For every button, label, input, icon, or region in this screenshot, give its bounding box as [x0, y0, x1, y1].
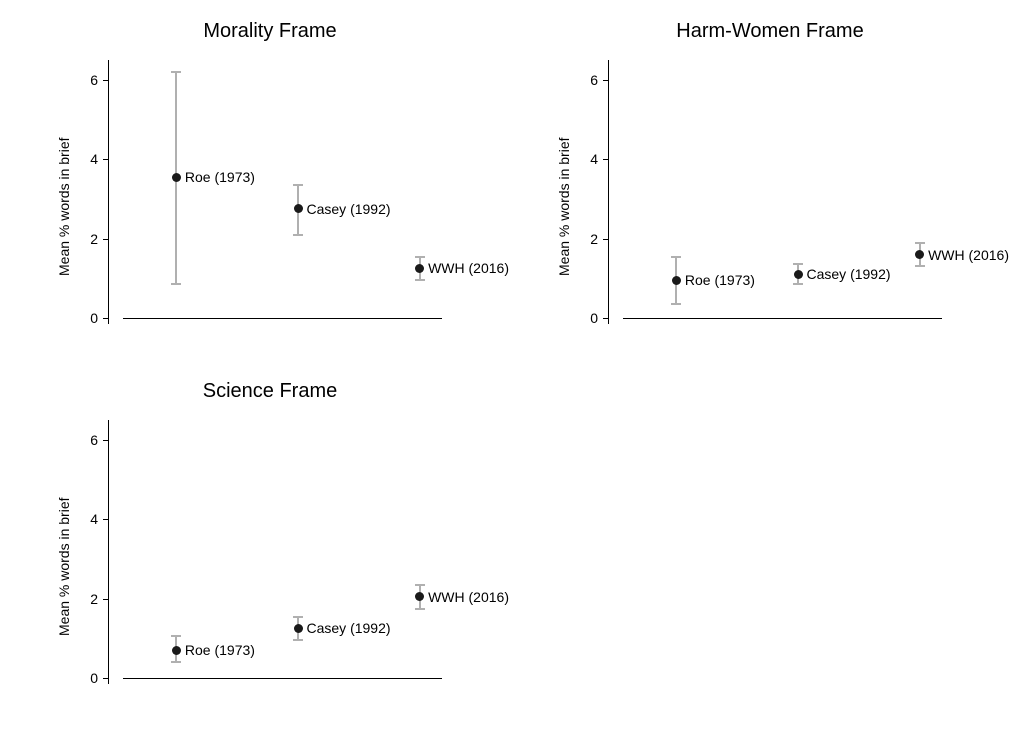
error-cap [415, 256, 425, 258]
error-cap [415, 584, 425, 586]
error-cap [293, 616, 303, 618]
y-tick [103, 599, 108, 600]
point-label: Roe (1973) [685, 272, 755, 288]
y-tick-label: 2 [68, 231, 98, 247]
data-point [294, 624, 303, 633]
data-point [294, 204, 303, 213]
error-cap [793, 263, 803, 265]
y-tick [103, 80, 108, 81]
y-tick [103, 440, 108, 441]
point-label: Roe (1973) [185, 642, 255, 658]
x-axis [123, 318, 442, 319]
y-tick-label: 4 [568, 151, 598, 167]
data-point [172, 646, 181, 655]
data-point [415, 592, 424, 601]
error-cap [671, 256, 681, 258]
y-axis [108, 420, 109, 684]
y-tick [103, 318, 108, 319]
error-cap [671, 303, 681, 305]
panel-morality: Morality Frame0246Mean % words in briefR… [30, 20, 510, 350]
error-cap [915, 265, 925, 267]
y-tick [103, 678, 108, 679]
error-cap [915, 242, 925, 244]
error-cap [293, 639, 303, 641]
panel-title: Morality Frame [30, 20, 510, 43]
error-cap [793, 283, 803, 285]
y-tick-label: 0 [68, 670, 98, 686]
x-axis [123, 678, 442, 679]
error-cap [415, 279, 425, 281]
y-tick-label: 4 [68, 511, 98, 527]
y-tick [603, 239, 608, 240]
point-label: WWH (2016) [928, 247, 1009, 263]
y-tick-label: 2 [68, 591, 98, 607]
panel-title: Harm-Women Frame [530, 20, 1010, 43]
panel-science: Science Frame0246Mean % words in briefRo… [30, 380, 510, 710]
panel-title: Science Frame [30, 380, 510, 403]
error-cap [171, 283, 181, 285]
y-axis-label: Mean % words in brief [56, 497, 72, 636]
error-cap [171, 635, 181, 637]
plot-area: 0246Mean % words in briefRoe (1973)Casey… [108, 60, 488, 330]
y-tick [103, 239, 108, 240]
error-cap [171, 71, 181, 73]
y-tick [603, 318, 608, 319]
point-label: Casey (1992) [307, 620, 391, 636]
figure-root: Morality Frame0246Mean % words in briefR… [0, 0, 1024, 745]
x-axis [623, 318, 942, 319]
data-point [672, 276, 681, 285]
y-tick-label: 4 [68, 151, 98, 167]
error-cap [293, 184, 303, 186]
plot-area: 0246Mean % words in briefRoe (1973)Casey… [608, 60, 988, 330]
point-label: WWH (2016) [428, 589, 509, 605]
error-cap [171, 661, 181, 663]
point-label: Casey (1992) [307, 201, 391, 217]
y-tick-label: 6 [568, 72, 598, 88]
y-tick-label: 6 [68, 72, 98, 88]
y-axis [608, 60, 609, 324]
point-label: Roe (1973) [185, 169, 255, 185]
y-tick-label: 0 [68, 310, 98, 326]
point-label: WWH (2016) [428, 260, 509, 276]
point-label: Casey (1992) [807, 266, 891, 282]
y-axis-label: Mean % words in brief [556, 137, 572, 276]
data-point [915, 250, 924, 259]
y-tick [103, 519, 108, 520]
y-tick-label: 6 [68, 432, 98, 448]
plot-area: 0246Mean % words in briefRoe (1973)Casey… [108, 420, 488, 690]
data-point [172, 173, 181, 182]
data-point [794, 270, 803, 279]
y-tick [603, 159, 608, 160]
y-tick [103, 159, 108, 160]
y-axis-label: Mean % words in brief [56, 137, 72, 276]
data-point [415, 264, 424, 273]
y-tick-label: 0 [568, 310, 598, 326]
y-tick [603, 80, 608, 81]
error-cap [415, 608, 425, 610]
error-cap [293, 234, 303, 236]
y-tick-label: 2 [568, 231, 598, 247]
panel-harm-women: Harm-Women Frame0246Mean % words in brie… [530, 20, 1010, 350]
y-axis [108, 60, 109, 324]
